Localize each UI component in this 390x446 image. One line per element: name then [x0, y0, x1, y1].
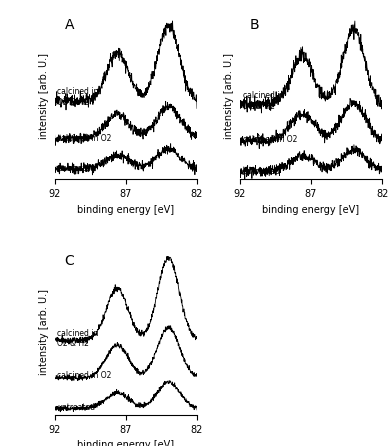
Text: calcined in
O2 & H2: calcined in O2 & H2 [243, 91, 284, 111]
Y-axis label: intensity [arb. U.]: intensity [arb. U.] [39, 54, 49, 139]
Y-axis label: intensity [arb. U.]: intensity [arb. U.] [39, 289, 49, 375]
Text: A: A [65, 18, 74, 33]
Y-axis label: intensity [arb. U.]: intensity [arb. U.] [224, 54, 234, 139]
Text: calcined in
O2 & H2: calcined in O2 & H2 [57, 329, 99, 348]
Text: calcined in O2: calcined in O2 [243, 135, 297, 144]
Text: untreated: untreated [57, 164, 96, 173]
Text: calcined in
O2 & H2: calcined in O2 & H2 [57, 87, 99, 107]
Text: untreated: untreated [243, 167, 281, 176]
X-axis label: binding energy [eV]: binding energy [eV] [77, 440, 174, 446]
X-axis label: binding energy [eV]: binding energy [eV] [77, 205, 174, 215]
Text: calcined in O2: calcined in O2 [57, 134, 112, 143]
Text: untreated: untreated [57, 404, 96, 413]
X-axis label: binding energy [eV]: binding energy [eV] [262, 205, 360, 215]
Text: C: C [65, 254, 74, 268]
Text: B: B [250, 18, 259, 33]
Text: calcined in O2: calcined in O2 [57, 371, 112, 380]
